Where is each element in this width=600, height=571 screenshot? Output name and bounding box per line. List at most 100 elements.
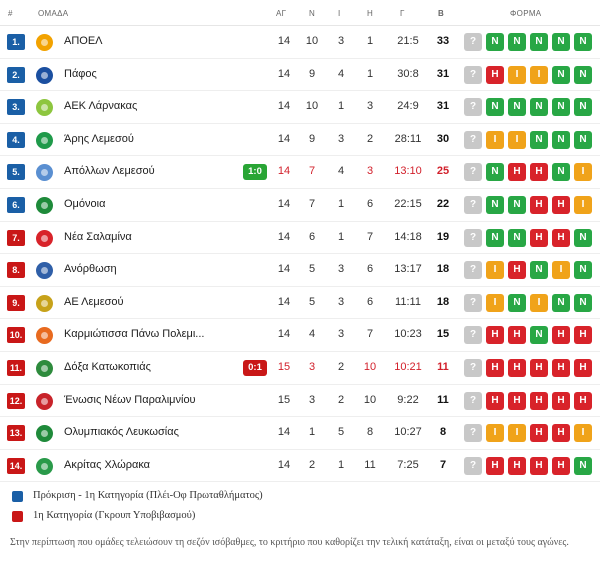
team-name[interactable]: Απόλλων Λεμεσού	[64, 165, 155, 178]
form-result-badge[interactable]: H	[508, 456, 526, 475]
form-result-badge[interactable]: H	[552, 424, 570, 443]
form-result-badge[interactable]: N	[508, 196, 526, 214]
form-next-match-badge[interactable]: ?	[464, 359, 482, 377]
form-result-badge[interactable]: H	[530, 196, 548, 214]
form-result-badge[interactable]: H	[530, 359, 548, 377]
table-row[interactable]: 1. ΑΠΟΕΛ 14 10 3 1 21:5 33? N N N N N	[0, 26, 600, 59]
form-result-badge[interactable]: N	[552, 130, 570, 149]
form-result-badge[interactable]: I	[508, 65, 526, 84]
form-result-badge[interactable]: H	[552, 228, 570, 247]
form-result-badge[interactable]: N	[486, 33, 504, 51]
form-next-match-badge[interactable]: ?	[464, 33, 482, 51]
form-result-badge[interactable]: N	[486, 196, 504, 214]
form-result-badge[interactable]: H	[530, 391, 548, 410]
team-name[interactable]: Ακρίτας Χλώρακα	[64, 458, 151, 471]
form-result-badge[interactable]: H	[486, 359, 504, 377]
form-result-badge[interactable]: N	[574, 293, 592, 312]
form-result-badge[interactable]: H	[486, 65, 504, 84]
form-result-badge[interactable]: H	[508, 261, 526, 280]
team-name[interactable]: Νέα Σαλαμίνα	[64, 230, 132, 243]
table-row[interactable]: 12. Ένωσις Νέων Παραλιμνίου 15 3 2 10 9:22 11? H…	[0, 385, 600, 418]
form-result-badge[interactable]: I	[486, 261, 504, 280]
team-name[interactable]: Ένωσις Νέων Παραλιμνίου	[64, 393, 196, 406]
table-row[interactable]: 8. Ανόρθωση 14 5 3 6 13:17 18? I H N I N	[0, 254, 600, 287]
table-row[interactable]: 9. ΑΕ Λεμεσού 14 5 3 6 11:11 18? I N I N N	[0, 287, 600, 320]
form-result-badge[interactable]: I	[574, 163, 592, 182]
team-name[interactable]: ΑΕΚ Λάρνακας	[64, 100, 138, 113]
team-name[interactable]: Ανόρθωση	[64, 263, 117, 276]
form-result-badge[interactable]: H	[530, 163, 548, 182]
form-next-match-badge[interactable]: ?	[464, 456, 482, 475]
form-result-badge[interactable]: N	[574, 261, 592, 280]
form-result-badge[interactable]: H	[508, 359, 526, 377]
form-result-badge[interactable]: N	[574, 33, 592, 51]
table-row[interactable]: 11. Δόξα Κατωκοπιάς 0:1 15 3 2 10 10:21 11? H H H H H	[0, 352, 600, 385]
table-row[interactable]: 4. Άρης Λεμεσού 14 9 3 2 28:11 30? I I N N N	[0, 124, 600, 157]
form-result-badge[interactable]: H	[508, 163, 526, 182]
form-result-badge[interactable]: I	[486, 424, 504, 443]
form-result-badge[interactable]: N	[574, 456, 592, 475]
form-next-match-badge[interactable]: ?	[464, 98, 482, 117]
form-result-badge[interactable]: N	[574, 98, 592, 117]
form-result-badge[interactable]: H	[552, 359, 570, 377]
form-next-match-badge[interactable]: ?	[464, 228, 482, 247]
table-row[interactable]: 5. Απόλλων Λεμεσού 1:0 14 7 4 3 13:10 25? N H H N I	[0, 156, 600, 189]
form-result-badge[interactable]: H	[574, 326, 592, 345]
form-next-match-badge[interactable]: ?	[464, 391, 482, 410]
form-result-badge[interactable]: H	[530, 456, 548, 475]
table-row[interactable]: 6. Ομόνοια 14 7 1 6 22:15 22? N N H H I	[0, 189, 600, 222]
form-next-match-badge[interactable]: ?	[464, 163, 482, 182]
form-result-badge[interactable]: H	[530, 424, 548, 443]
form-result-badge[interactable]: N	[530, 261, 548, 280]
team-name[interactable]: Καρμιώτισσα Πάνω Πολεμι...	[64, 328, 205, 341]
form-result-badge[interactable]: H	[530, 228, 548, 247]
form-next-match-badge[interactable]: ?	[464, 65, 482, 84]
form-result-badge[interactable]: I	[552, 261, 570, 280]
form-result-badge[interactable]: H	[486, 391, 504, 410]
form-result-badge[interactable]: I	[486, 130, 504, 149]
form-next-match-badge[interactable]: ?	[464, 196, 482, 214]
live-score-badge[interactable]: 0:1	[243, 360, 267, 376]
table-row[interactable]: 14. Ακρίτας Χλώρακα 14 2 1 11 7:25 7? H H H H N	[0, 450, 600, 483]
form-result-badge[interactable]: N	[574, 65, 592, 84]
form-result-badge[interactable]: I	[508, 424, 526, 443]
form-result-badge[interactable]: I	[574, 424, 592, 443]
form-result-badge[interactable]: I	[486, 293, 504, 312]
form-result-badge[interactable]: N	[552, 163, 570, 182]
form-result-badge[interactable]: I	[530, 293, 548, 312]
form-result-badge[interactable]: N	[508, 98, 526, 117]
table-row[interactable]: 7. Νέα Σαλαμίνα 14 6 1 7 14:18 19? N N H H N	[0, 222, 600, 255]
form-result-badge[interactable]: N	[552, 65, 570, 84]
table-row[interactable]: 10. Καρμιώτισσα Πάνω Πολεμι... 14 4 3 7 10:23 1…	[0, 319, 600, 352]
table-row[interactable]: 13. Ολυμπιακός Λευκωσίας 14 1 5 8 10:27 8? I I H H I	[0, 417, 600, 450]
form-result-badge[interactable]: I	[508, 130, 526, 149]
form-next-match-badge[interactable]: ?	[464, 424, 482, 443]
form-result-badge[interactable]: N	[486, 98, 504, 117]
form-result-badge[interactable]: N	[530, 98, 548, 117]
table-row[interactable]: 3. ΑΕΚ Λάρνακας 14 10 1 3 24:9 31? N N N N N	[0, 91, 600, 124]
team-name[interactable]: Ομόνοια	[64, 198, 106, 210]
form-result-badge[interactable]: H	[508, 391, 526, 410]
form-result-badge[interactable]: H	[486, 326, 504, 345]
form-result-badge[interactable]: N	[574, 228, 592, 247]
form-next-match-badge[interactable]: ?	[464, 293, 482, 312]
form-result-badge[interactable]: N	[530, 130, 548, 149]
form-result-badge[interactable]: N	[552, 98, 570, 117]
form-result-badge[interactable]: H	[508, 326, 526, 345]
form-result-badge[interactable]: N	[530, 33, 548, 51]
form-next-match-badge[interactable]: ?	[464, 326, 482, 345]
form-next-match-badge[interactable]: ?	[464, 130, 482, 149]
form-result-badge[interactable]: N	[552, 293, 570, 312]
form-result-badge[interactable]: N	[552, 33, 570, 51]
form-result-badge[interactable]: N	[486, 163, 504, 182]
form-result-badge[interactable]: H	[552, 391, 570, 410]
form-result-badge[interactable]: N	[508, 228, 526, 247]
live-score-badge[interactable]: 1:0	[243, 164, 267, 181]
form-result-badge[interactable]: N	[508, 293, 526, 312]
form-result-badge[interactable]: H	[486, 456, 504, 475]
team-name[interactable]: ΑΠΟΕΛ	[64, 35, 103, 47]
team-name[interactable]: Άρης Λεμεσού	[64, 132, 134, 145]
form-result-badge[interactable]: H	[552, 196, 570, 214]
form-result-badge[interactable]: N	[486, 228, 504, 247]
team-name[interactable]: Πάφος	[64, 67, 97, 80]
